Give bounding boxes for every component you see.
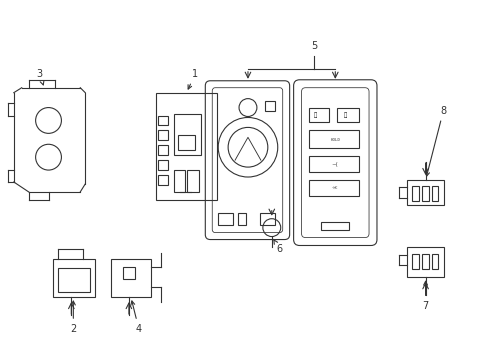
- Bar: [157, 130, 167, 140]
- Bar: [431, 186, 438, 201]
- Bar: [122, 267, 135, 279]
- Bar: [155, 93, 217, 200]
- Bar: [411, 186, 418, 201]
- Text: HOLD: HOLD: [329, 138, 340, 142]
- Bar: [309, 156, 358, 172]
- Bar: [309, 180, 358, 196]
- Text: 1: 1: [188, 69, 198, 89]
- Bar: [173, 113, 201, 155]
- Text: 5: 5: [311, 41, 317, 51]
- Bar: [421, 255, 427, 269]
- Bar: [421, 186, 427, 201]
- Bar: [157, 116, 167, 125]
- Text: 8: 8: [425, 105, 446, 176]
- Bar: [411, 255, 418, 269]
- Text: 3: 3: [37, 69, 44, 85]
- Bar: [431, 255, 438, 269]
- Text: 6: 6: [273, 239, 282, 255]
- Bar: [173, 170, 185, 192]
- Bar: [157, 145, 167, 155]
- Text: ~(: ~(: [331, 162, 338, 167]
- Bar: [238, 213, 245, 225]
- Bar: [406, 247, 444, 277]
- Bar: [157, 175, 167, 185]
- Text: 7: 7: [422, 281, 428, 311]
- Text: 🔒: 🔒: [313, 113, 316, 118]
- Bar: [157, 160, 167, 170]
- Bar: [59, 268, 90, 292]
- Bar: [264, 100, 274, 111]
- Bar: [259, 213, 274, 225]
- Bar: [309, 130, 358, 148]
- Bar: [111, 260, 150, 297]
- Bar: [321, 222, 348, 230]
- Bar: [218, 213, 233, 225]
- Bar: [177, 135, 195, 150]
- Text: 4: 4: [131, 301, 142, 334]
- Bar: [309, 108, 328, 122]
- Text: ☆€: ☆€: [331, 186, 338, 190]
- Bar: [187, 170, 199, 192]
- Bar: [53, 260, 95, 297]
- Bar: [337, 108, 358, 122]
- Bar: [406, 180, 444, 205]
- Text: 2: 2: [70, 301, 76, 334]
- Text: 🔓: 🔓: [343, 113, 346, 118]
